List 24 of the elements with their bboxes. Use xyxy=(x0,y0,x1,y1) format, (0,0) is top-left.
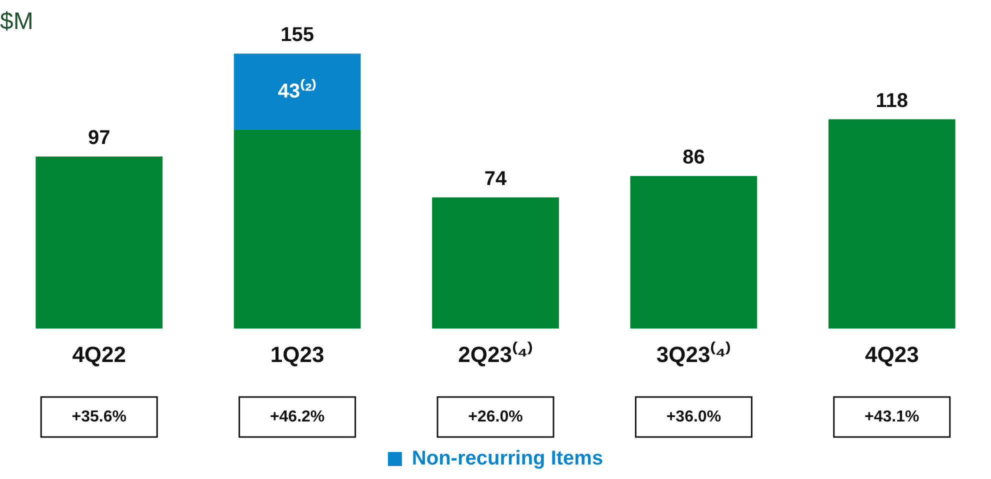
bar xyxy=(630,176,758,329)
data-label: 118 xyxy=(876,90,908,112)
bar xyxy=(234,54,361,130)
chart-subtitle: $M xyxy=(0,8,34,36)
legend-label: Non-recurring Items xyxy=(412,448,604,470)
x-tick-label: 2Q23⁽⁴⁾ xyxy=(458,340,533,367)
x-tick-label: 1Q23 xyxy=(270,342,324,367)
data-label: 86 xyxy=(682,146,705,169)
text: +46.2% xyxy=(270,408,325,426)
bar xyxy=(432,197,559,329)
bar xyxy=(36,156,163,329)
x-tick-label: 4Q23 xyxy=(864,342,919,367)
data-label: 74 xyxy=(484,168,508,190)
x-tick-label: 3Q23⁽⁴⁾ xyxy=(656,340,732,367)
text: +36.0% xyxy=(666,408,722,426)
data-label: 97 xyxy=(88,127,110,150)
bar xyxy=(828,119,956,329)
x-tick-label: 4Q22 xyxy=(72,342,126,367)
text: +26.0% xyxy=(468,408,523,426)
data-label: 43⁽²⁾ xyxy=(278,78,317,102)
bar xyxy=(234,130,361,329)
text: +35.6% xyxy=(72,408,126,426)
total-label: 155 xyxy=(280,24,314,46)
text: +43.1% xyxy=(864,408,920,426)
